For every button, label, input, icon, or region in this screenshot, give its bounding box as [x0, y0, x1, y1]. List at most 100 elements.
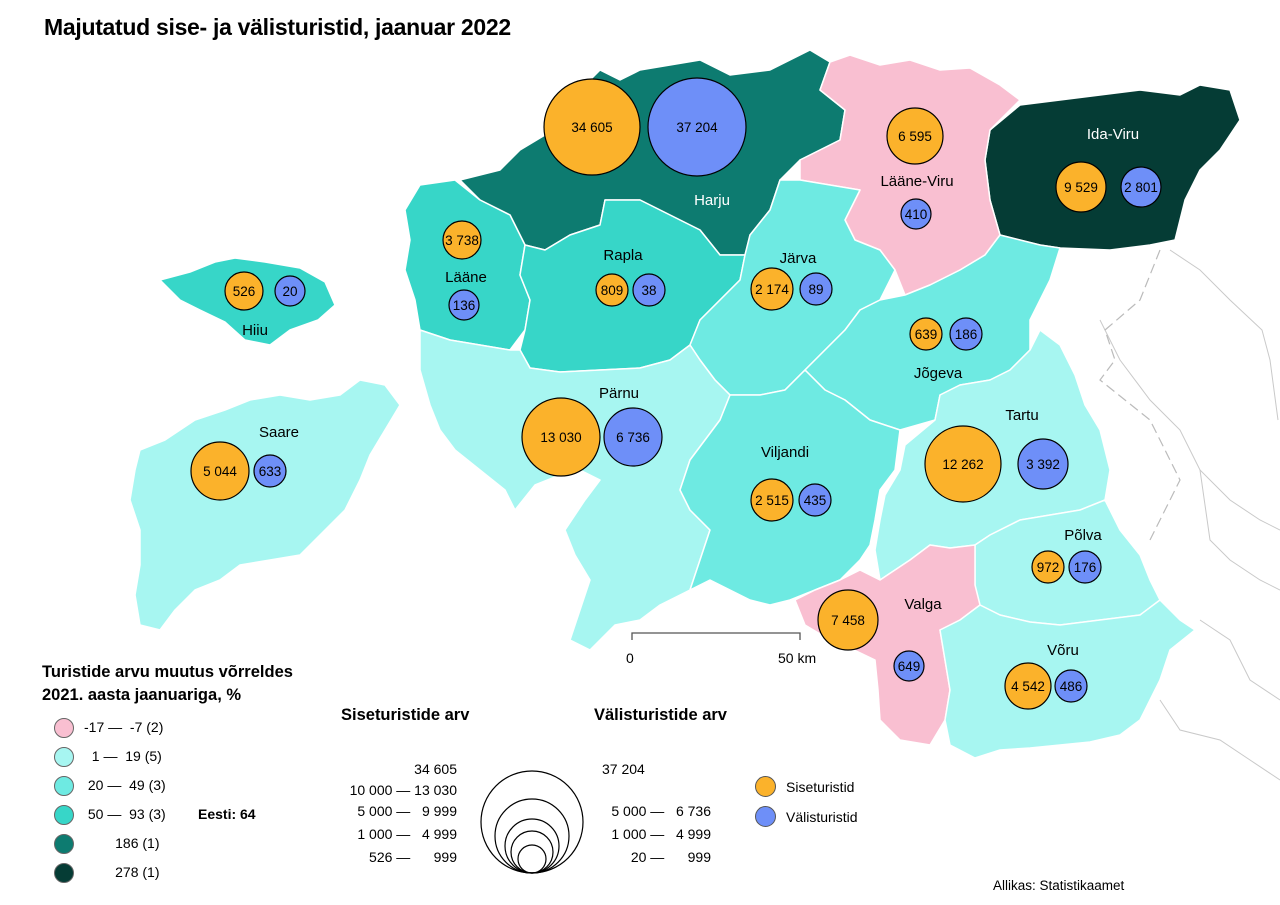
- foreign-bubble-järva: [799, 272, 833, 306]
- domestic-value-ida-viru: 9 529: [1064, 180, 1098, 195]
- foreign-size-title: Välisturistide arv: [594, 706, 727, 724]
- legend-domestic: Siseturistid: [755, 776, 854, 797]
- legend-swatch: [54, 718, 74, 738]
- domestic-bubble-ida-viru: [1055, 161, 1107, 213]
- domestic-value-järva: 2 174: [755, 282, 789, 297]
- foreign-size-row: 20 — 999: [630, 849, 711, 865]
- foreign-bubble-ida-viru: [1120, 166, 1162, 208]
- county-label-pärnu: Pärnu: [599, 385, 639, 402]
- domestic-value-valga: 7 458: [831, 613, 865, 628]
- county-label-lääne: Lääne: [445, 269, 487, 286]
- county-label-võru: Võru: [1047, 642, 1079, 659]
- domestic-size-row: 10 000 — 13 030: [349, 782, 457, 798]
- foreign-value-tartu: 3 392: [1026, 457, 1060, 472]
- county-label-saare: Saare: [259, 424, 299, 441]
- county-label-rapla: Rapla: [603, 247, 643, 264]
- foreign-value-pärnu: 6 736: [616, 430, 650, 445]
- county-label-viljandi: Viljandi: [761, 444, 809, 461]
- foreign-value-järva: 89: [808, 282, 823, 297]
- legend-class-1: -17 — -7 (2): [54, 717, 163, 739]
- size-circle: [480, 770, 584, 874]
- county-label-hiiu: Hiiu: [242, 322, 268, 339]
- domestic-value-hiiu: 526: [233, 284, 256, 299]
- domestic-value-saare: 5 044: [203, 464, 237, 479]
- legend-class-3: 20 — 49 (3): [54, 775, 166, 797]
- domestic-dot-icon: [755, 776, 776, 797]
- foreign-bubble-lääne-viru: [900, 198, 932, 230]
- foreign-bubble-tartu: [1017, 438, 1069, 490]
- foreign-value-ida-viru: 2 801: [1124, 180, 1158, 195]
- foreign-value-lääne-viru: 410: [905, 207, 928, 222]
- peipus-border: [1099, 249, 1181, 541]
- legend-swatch: [54, 834, 74, 854]
- legend-foreign-label: Välisturistid: [786, 808, 858, 825]
- foreign-value-hiiu: 20: [282, 284, 297, 299]
- domestic-value-jõgeva: 639: [915, 327, 938, 342]
- county-label-ida-viru: Ida-Viru: [1087, 126, 1139, 143]
- legend-label: 278 (1): [84, 864, 160, 880]
- county-pärnu: [419, 329, 731, 651]
- foreign-value-valga: 649: [898, 659, 921, 674]
- domestic-size-row: 526 — 999: [369, 849, 457, 865]
- domestic-bubble-hiiu: [224, 271, 264, 311]
- legend-label: 186 (1): [84, 835, 160, 851]
- foreign-size-row: 37 204: [602, 761, 645, 777]
- domestic-size-row: 34 605: [414, 761, 457, 777]
- domestic-value-viljandi: 2 515: [755, 493, 789, 508]
- domestic-bubble-harju: [543, 78, 641, 176]
- foreign-size-row: 5 000 — 6 736: [611, 803, 711, 819]
- foreign-value-jõgeva: 186: [955, 327, 978, 342]
- domestic-value-harju: 34 605: [571, 120, 612, 135]
- foreign-bubble-lääne: [448, 289, 480, 321]
- domestic-bubble-rapla: [595, 273, 629, 307]
- domestic-value-rapla: 809: [601, 283, 624, 298]
- size-legend-circles: [480, 770, 584, 874]
- legend-title: Turistide arvu muutus võrreldes 2021. aa…: [42, 663, 293, 704]
- legend-swatch: [54, 776, 74, 796]
- foreign-size-row: 1 000 — 4 999: [611, 826, 711, 842]
- foreign-bubble-jõgeva: [949, 317, 983, 351]
- foreign-dot-icon: [755, 806, 776, 827]
- foreign-bubble-valga: [893, 650, 925, 682]
- domestic-bubble-järva: [750, 267, 794, 311]
- legend-label: 1 — 19 (5): [84, 748, 162, 764]
- foreign-bubble-harju: [647, 77, 747, 177]
- legend-label: 20 — 49 (3): [84, 777, 166, 793]
- domestic-bubble-põlva: [1031, 550, 1065, 584]
- foreign-bubble-viljandi: [798, 483, 832, 517]
- legend-class-4: 50 — 93 (3): [54, 804, 166, 826]
- foreign-bubble-hiiu: [274, 275, 306, 307]
- foreign-value-harju: 37 204: [676, 120, 718, 135]
- domestic-size-title: Siseturistide arv: [341, 706, 470, 724]
- neighbor-border: [1099, 249, 1280, 781]
- national-change: Eesti: 64: [198, 806, 256, 822]
- domestic-bubble-võru: [1004, 662, 1052, 710]
- legend-label: -17 — -7 (2): [84, 719, 164, 735]
- legend-domestic-label: Siseturistid: [786, 778, 855, 795]
- county-ida-viru: [984, 84, 1241, 251]
- size-circle: [494, 798, 570, 874]
- domestic-value-tartu: 12 262: [942, 457, 983, 472]
- domestic-value-lääne: 3 738: [445, 233, 479, 248]
- legend-class-2: 1 — 19 (5): [54, 746, 162, 768]
- domestic-bubble-jõgeva: [909, 317, 943, 351]
- foreign-bubble-pärnu: [603, 407, 663, 467]
- foreign-value-võru: 486: [1060, 679, 1083, 694]
- legend-class-6: 278 (1): [54, 862, 159, 884]
- domestic-value-pärnu: 13 030: [540, 430, 581, 445]
- foreign-value-saare: 633: [259, 464, 282, 479]
- legend-swatch: [54, 863, 74, 883]
- county-label-tartu: Tartu: [1005, 407, 1038, 424]
- legend-label: 50 — 93 (3): [84, 806, 166, 822]
- size-circle: [510, 830, 554, 874]
- domestic-bubble-saare: [190, 441, 250, 501]
- domestic-bubble-viljandi: [750, 478, 794, 522]
- county-label-järva: Järva: [780, 250, 817, 267]
- legend-swatch: [54, 805, 74, 825]
- foreign-bubble-saare: [253, 454, 287, 488]
- county-label-harju: Harju: [694, 192, 730, 209]
- legend-class-5: 186 (1): [54, 833, 159, 855]
- county-saare: [129, 379, 401, 631]
- domestic-size-row: 5 000 — 9 999: [357, 803, 457, 819]
